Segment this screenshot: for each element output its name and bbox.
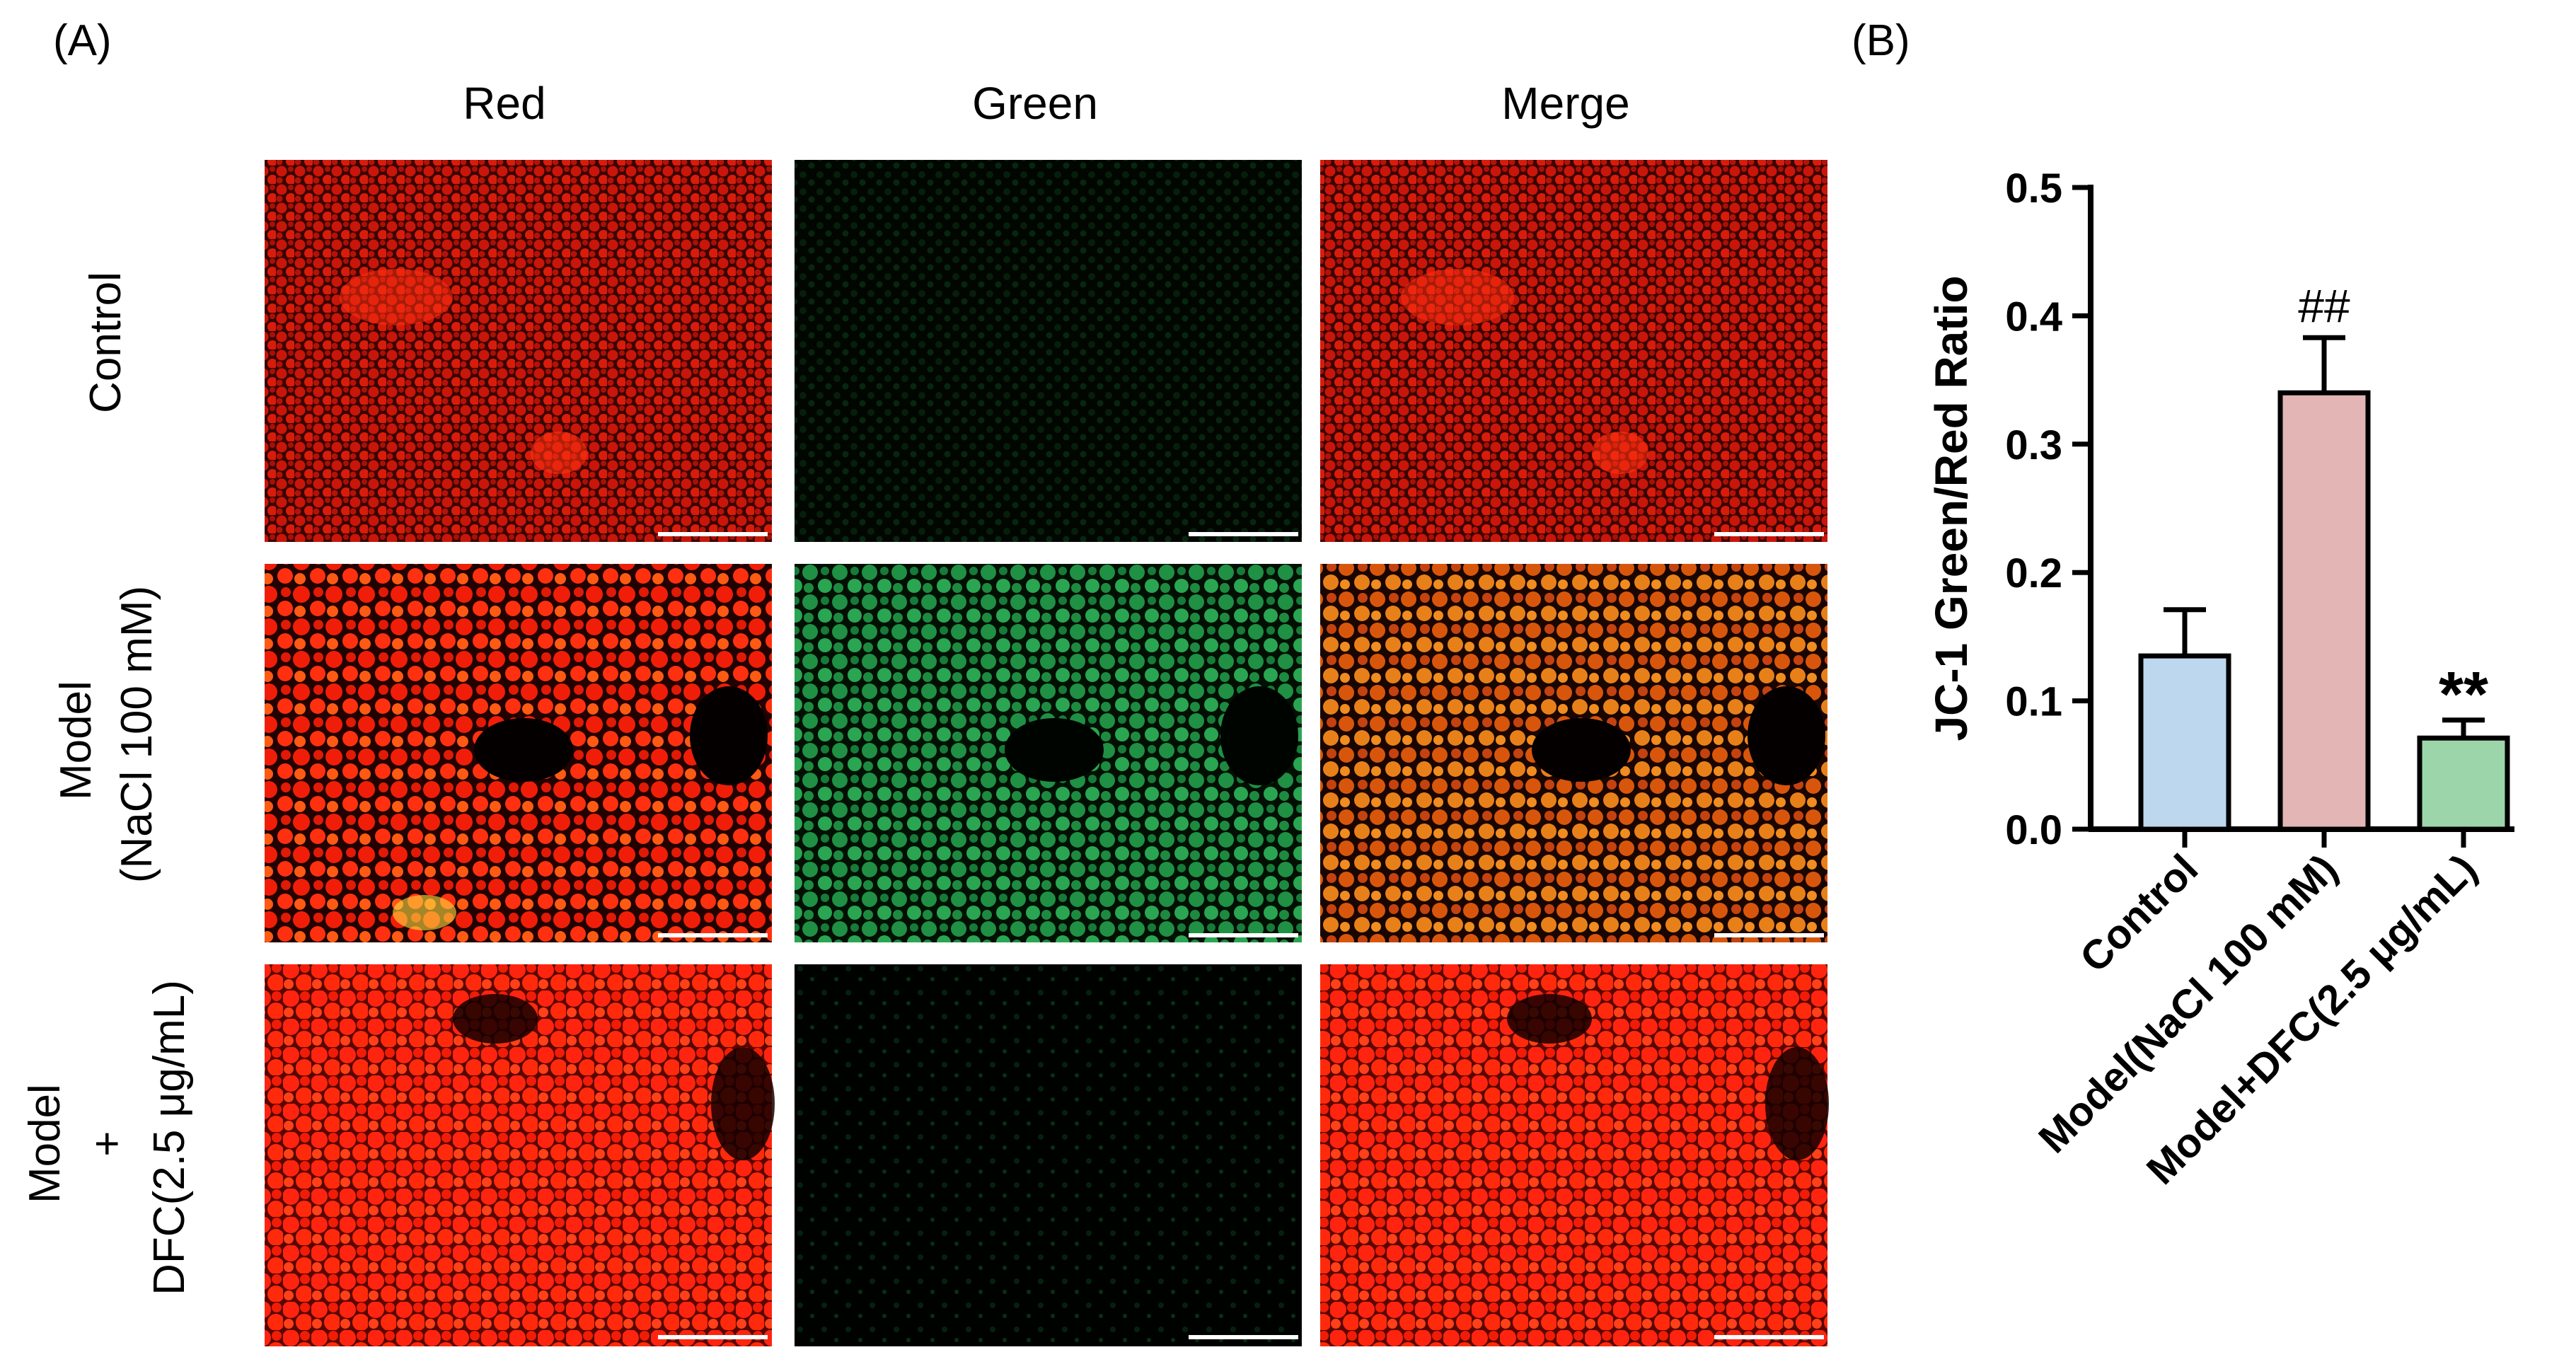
- row-label-model-line2: (NaCl 100 mM): [112, 586, 161, 883]
- y-tick-label: 0.0: [2005, 807, 2062, 853]
- micrograph-model-green: [795, 564, 1302, 942]
- y-tick-label: 0.1: [2005, 679, 2062, 725]
- significance-annotation: ##: [2298, 279, 2350, 332]
- panel-b-label: (B): [1852, 16, 1910, 65]
- micrograph-control-merge: [1320, 160, 1827, 542]
- y-tick-label: 0.4: [2005, 294, 2062, 340]
- row-label-model-dfc-line2: +: [83, 1131, 132, 1157]
- micrograph-control-green: [795, 160, 1302, 542]
- row-label-control: Control: [81, 272, 130, 413]
- bar: [2277, 390, 2371, 832]
- row-label-model-line1: Model: [52, 681, 100, 800]
- y-tick-label: 0.2: [2005, 550, 2062, 596]
- row-label-model-dfc-line3: DFC(2.5 μg/mL): [145, 980, 194, 1295]
- bar-chart: 0.0 0.1 0.2 0.3 0.4 0.5 JC-1 Green/Red Ratio Co…: [1926, 166, 2514, 1194]
- row-label-control-line: Control: [81, 272, 130, 413]
- x-tick-label: Control: [2071, 845, 2207, 981]
- row-label-model-dfc: Model + DFC(2.5 μg/mL): [21, 980, 194, 1295]
- micrograph-model-merge: [1320, 564, 1827, 942]
- y-tick-label: 0.5: [2005, 166, 2062, 212]
- micrograph-dfc-green: [795, 964, 1302, 1346]
- micrograph-control-red: [265, 160, 772, 542]
- micrograph-model-red: [265, 564, 772, 942]
- row-label-model-dfc-line1: Model: [21, 1084, 69, 1203]
- bar: [2138, 653, 2231, 832]
- micrograph-dfc-red: [265, 964, 775, 1346]
- micrograph-dfc-merge: [1320, 964, 1829, 1346]
- y-tick-label: 0.3: [2005, 422, 2062, 468]
- column-label-green: Green: [972, 78, 1098, 129]
- micrograph-grid: [265, 160, 1829, 1346]
- panel-a-label: (A): [53, 16, 112, 65]
- row-label-model: Model (NaCl 100 mM): [52, 586, 161, 883]
- bar: [2417, 735, 2510, 832]
- column-label-red: Red: [463, 78, 545, 129]
- y-axis-label: JC-1 Green/Red Ratio: [1926, 276, 1977, 741]
- column-label-merge: Merge: [1501, 78, 1629, 129]
- significance-annotation: **: [2439, 659, 2488, 730]
